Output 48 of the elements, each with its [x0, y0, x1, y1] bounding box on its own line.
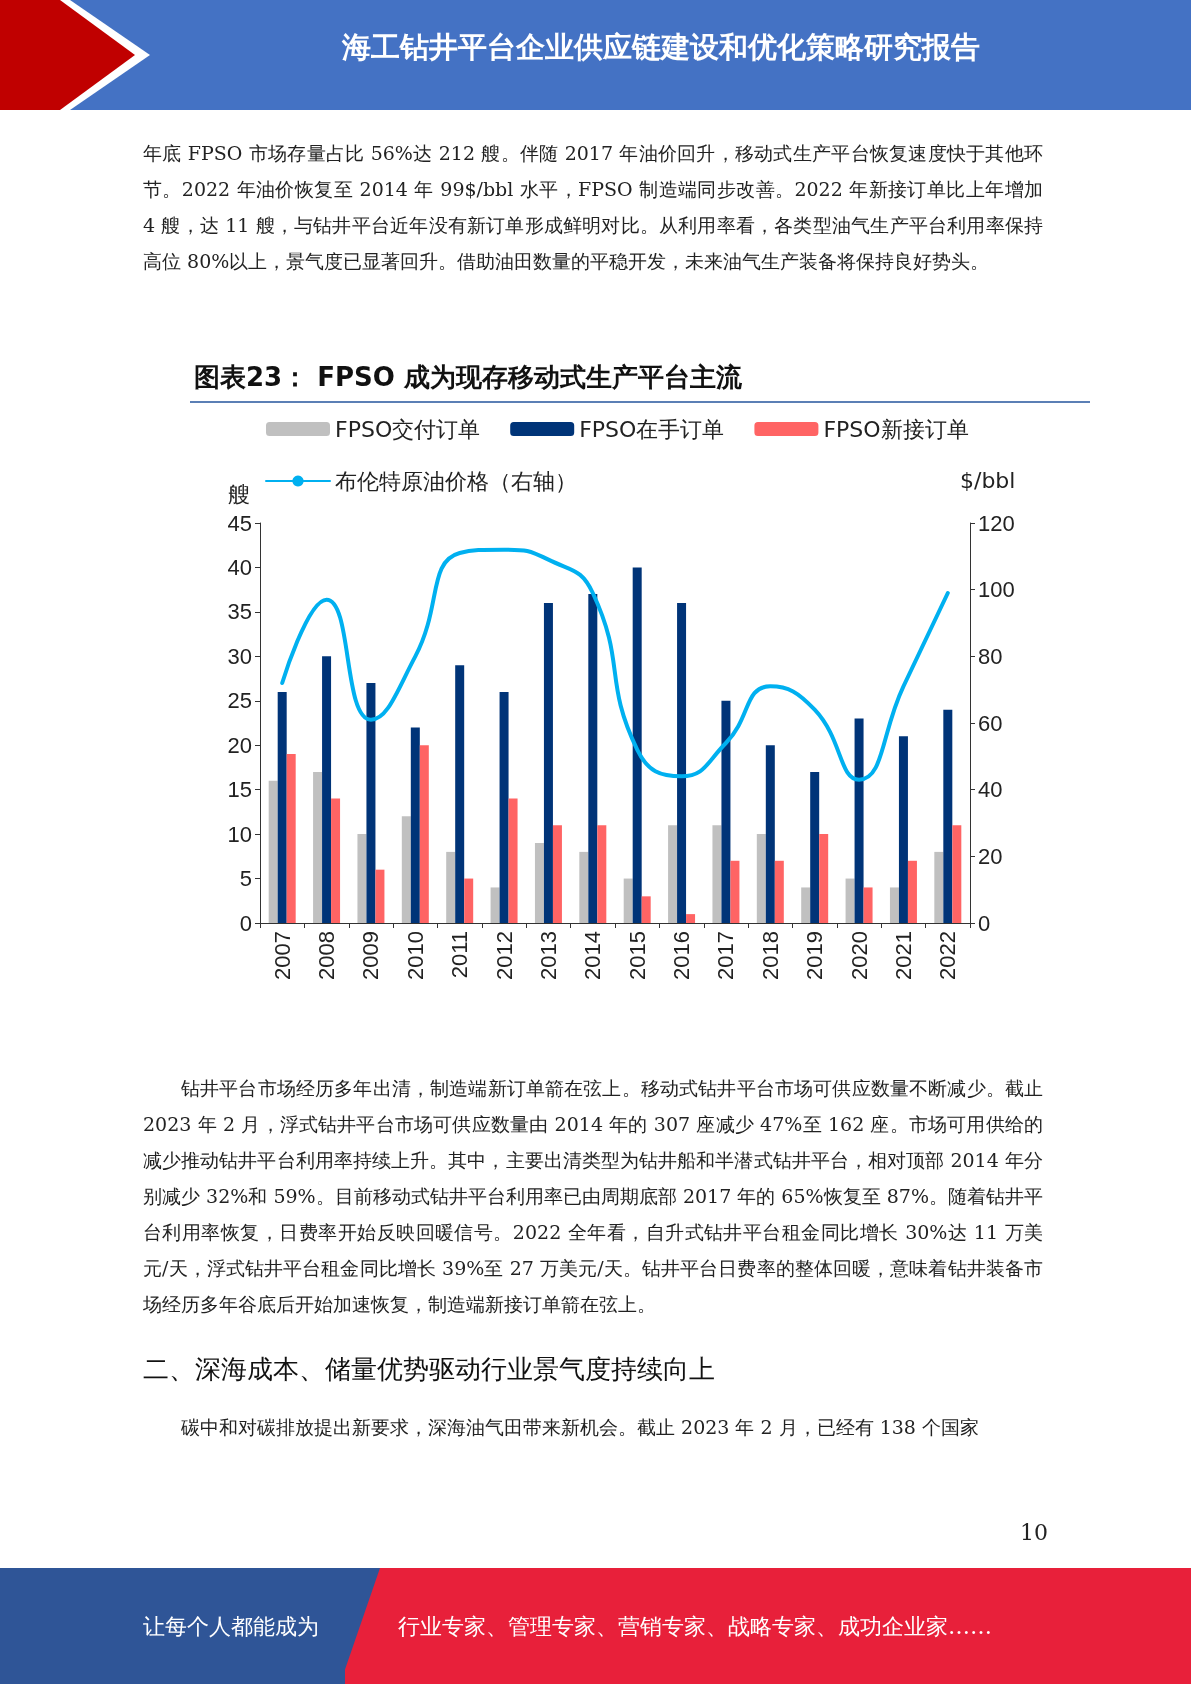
- text: 行业专家、管理专家、营销专家、战略专家、成功企业家……: [398, 1613, 992, 1641]
- x-tick-label: 2014: [580, 931, 606, 980]
- y2-tick-label: 80: [978, 643, 1003, 669]
- legend-label: 布伦特原油价格（右轴）: [335, 468, 577, 494]
- y-tick-label: 35: [227, 599, 252, 625]
- x-tick-label: 2017: [713, 931, 739, 980]
- text: 二、深海成本、储量优势驱动行业景气度持续向上: [143, 1353, 716, 1386]
- y2-tick-label: 20: [978, 843, 1003, 869]
- x-tick-label: 2008: [314, 931, 340, 980]
- x-tick-label: 2009: [358, 931, 384, 980]
- y2-axis-title: $/bbl: [960, 467, 1016, 493]
- x-tick-label: 2016: [669, 931, 695, 980]
- x-tick-label: 2018: [757, 931, 783, 980]
- y-tick-label: 30: [227, 643, 252, 669]
- legend-label: FPSO在手订单: [579, 416, 725, 442]
- y-tick-label: 20: [227, 732, 252, 758]
- legend-label: FPSO新接订单: [823, 416, 969, 442]
- x-tick-label: 2010: [402, 931, 428, 980]
- y-tick-label: 0: [239, 910, 252, 936]
- x-tick-label: 2011: [447, 931, 473, 979]
- legend-label: FPSO交付订单: [335, 416, 481, 442]
- text: 年底 FPSO 市场存量占比 56%达 212 艘。伴随 2017 年油价回升，移动式生产平台恢复速度快于其他环节。2022 年油价恢复至 2014 年 99$/bbl 水平，FPSO 制造端同步改善。2022 年新接订单比上年增加 4 艘，达 11 艘，与钻井平台近年没有新订单形成鲜明对比。从利用率看，各类型油气生产平台利用率保持高位 80%以上，景气度已显著回升。借助油田数量的平稳开发，未来油气生产装备将保持良好势头。: [143, 141, 1043, 274]
- x-tick-label: 2020: [846, 931, 872, 980]
- y2-tick-label: 0: [978, 910, 991, 936]
- y2-tick-label: 100: [978, 577, 1015, 603]
- text: 碳中和对碳排放提出新要求，深海油气田带来新机会。截止 2023 年 2 月，已经有 138 个国家: [180, 1415, 980, 1440]
- y-tick-label: 15: [227, 777, 252, 803]
- y-axis-title: 艘: [228, 481, 250, 507]
- y2-tick-label: 120: [978, 510, 1015, 536]
- y2-tick-label: 40: [978, 777, 1003, 803]
- y-tick-label: 10: [227, 821, 252, 847]
- y-tick-label: 25: [227, 688, 252, 714]
- x-tick-label: 2007: [269, 931, 295, 980]
- x-tick-label: 2022: [935, 931, 961, 980]
- text: 海工钻井平台企业供应链建设和优化策略研究报告: [340, 29, 981, 66]
- y-tick-label: 40: [227, 554, 252, 580]
- text: 钻井平台市场经历多年出清，制造端新订单箭在弦上。移动式钻井平台市场可供应数量不断减少。截止 2023 年 2 月，浮式钻井平台市场可供应数量由 2014 年的 307 座减少 47%至 162 座。市场可用供给的减少推动钻井平台利用率持续上升。其中，主要出清类型为钻井船和半潜式钻井平台，相对顶部 2014 年分别减少 32%和 59%。目前移动式钻井平台利用率已由周期底部 2017 年的 65%恢复至 87%。随着钻井平台利用率恢复，日费率开始反映回暖信号。2022 全年看，自升式钻井平台租金同比增长 30%达 11 万美元/天，浮式钻井平台租金同比增长 39%至 27 万美元/天。钻井平台日费率的整体回暖，意味着钻井装备市场经历多年谷底后开始加速恢复，制造端新接订单箭在弦上。: [143, 1076, 1043, 1317]
- y-tick-label: 45: [227, 510, 252, 536]
- x-tick-label: 2013: [535, 931, 561, 980]
- chart-title: 图表23： FPSO 成为现存移动式生产平台主流: [190, 360, 1090, 403]
- x-tick-label: 2012: [491, 931, 517, 980]
- text: 让每个人都能成为: [143, 1613, 319, 1641]
- y-tick-label: 5: [239, 866, 252, 892]
- x-tick-label: 2021: [890, 931, 916, 980]
- x-tick-label: 2019: [802, 931, 828, 980]
- x-tick-label: 2015: [624, 931, 650, 980]
- text: 10: [1020, 1520, 1048, 1545]
- y2-tick-label: 60: [978, 710, 1003, 736]
